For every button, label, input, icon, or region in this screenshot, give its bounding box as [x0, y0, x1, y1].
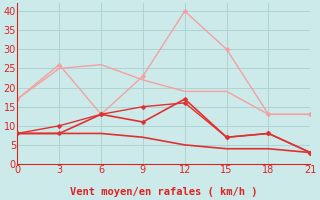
- X-axis label: Vent moyen/en rafales ( km/h ): Vent moyen/en rafales ( km/h ): [70, 187, 258, 197]
